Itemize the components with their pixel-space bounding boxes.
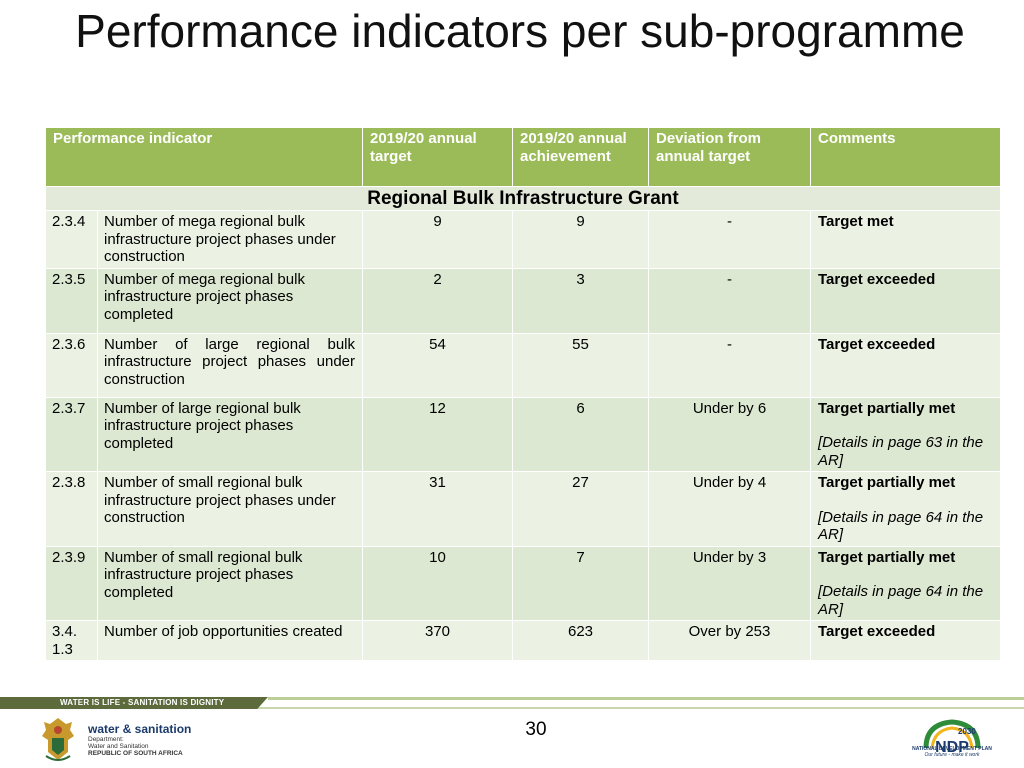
indicator-name: Number of large regional bulk infrastruc… — [97, 396, 363, 472]
department-name: water & sanitation — [88, 722, 192, 736]
comment: Target partially met — [818, 474, 956, 491]
annual-target: 54 — [362, 332, 513, 398]
annual-achievement: 6 — [512, 396, 649, 472]
comment-cell: Target exceeded — [810, 620, 1001, 661]
comment: Target partially met — [818, 548, 956, 566]
section-row: Regional Bulk Infrastructure Grant — [45, 186, 1001, 211]
page-number: 30 — [525, 719, 547, 740]
indicator-name: Number of small regional bulk infrastruc… — [97, 471, 363, 547]
deviation: - — [648, 267, 811, 334]
indicator-code: 2.3.9 — [45, 545, 98, 621]
annual-target: 2 — [362, 267, 513, 334]
performance-table: Performance indicator 2019/20 annual tar… — [45, 127, 1001, 661]
deviation: Under by 3 — [648, 545, 811, 621]
table-row: 2.3.8 Number of small regional bulk infr… — [45, 471, 1001, 547]
section-title: Regional Bulk Infrastructure Grant — [45, 186, 1001, 211]
table-row: 2.3.9 Number of small regional bulk infr… — [45, 545, 1001, 621]
table-row: 2.3.7 Number of large regional bulk infr… — [45, 396, 1001, 472]
footer-banner: WATER IS LIFE - SANITATION IS DIGNITY — [0, 697, 1024, 709]
comment-cell: Target partially met [Details in page 64… — [810, 471, 1001, 547]
ndp-logo-icon: 2030 NDP — [923, 719, 981, 756]
header-annual-achievement: 2019/20 annual achievement — [512, 127, 649, 187]
header-performance-indicator: Performance indicator — [45, 127, 363, 187]
deviation: - — [648, 210, 811, 269]
deviation: Over by 253 — [648, 620, 811, 661]
ndp-caption: NATIONAL DEVELOPMENT PLAN — [912, 746, 992, 752]
annual-achievement: 27 — [512, 471, 649, 547]
ndp-year: 2030 — [958, 727, 976, 736]
annual-target: 10 — [362, 545, 513, 621]
annual-target: 9 — [362, 210, 513, 269]
comment-cell: Target partially met [Details in page 64… — [810, 545, 1001, 621]
annual-achievement: 9 — [512, 210, 649, 269]
page-title: Performance indicators per sub-programme — [75, 5, 965, 57]
header-comments: Comments — [810, 127, 1001, 187]
footer-slogan-band — [0, 697, 268, 709]
indicator-name: Number of large regional bulk infrastruc… — [97, 332, 363, 398]
indicator-code: 3.4. 1.3 — [45, 620, 98, 661]
annual-achievement: 623 — [512, 620, 649, 661]
footer-divider — [268, 697, 1024, 700]
deviation: Under by 4 — [648, 471, 811, 547]
header-deviation: Deviation from annual target — [648, 127, 811, 187]
indicator-name: Number of mega regional bulk infrastruct… — [97, 267, 363, 334]
indicator-code: 2.3.4 — [45, 210, 98, 269]
indicator-name: Number of small regional bulk infrastruc… — [97, 545, 363, 621]
comment-detail: [Details in page 64 in the AR] — [818, 508, 984, 544]
comment: Target exceeded — [818, 270, 936, 288]
indicator-code: 2.3.7 — [45, 396, 98, 472]
department-line: Water and Sanitation — [88, 743, 149, 750]
annual-target: 31 — [362, 471, 513, 547]
comment-detail: [Details in page 64 in the AR] — [818, 583, 984, 618]
ndp-logo-text: NDP — [935, 739, 969, 756]
table-row: 2.3.5 Number of mega regional bulk infra… — [45, 267, 1001, 334]
department-line: REPUBLIC OF SOUTH AFRICA — [88, 750, 183, 757]
indicator-name: Number of job opportunities created — [97, 620, 363, 661]
footer-divider-lower — [0, 707, 1024, 709]
deviation: Under by 6 — [648, 396, 811, 472]
ndp-tagline: Our future - make it work — [924, 752, 980, 758]
table-header-row: Performance indicator 2019/20 annual tar… — [45, 127, 1001, 187]
table-row: 2.3.6 Number of large regional bulk infr… — [45, 332, 1001, 398]
annual-target: 370 — [362, 620, 513, 661]
coat-of-arms-icon — [42, 718, 74, 761]
comment: Target met — [818, 213, 894, 230]
comment: Target exceeded — [818, 623, 936, 640]
indicator-code: 2.3.8 — [45, 471, 98, 547]
indicator-name: Number of mega regional bulk infrastruct… — [97, 210, 363, 269]
annual-achievement: 55 — [512, 332, 649, 398]
department-line: Department: — [88, 736, 124, 743]
footer-slogan: WATER IS LIFE - SANITATION IS DIGNITY — [60, 698, 225, 707]
comment-cell: Target exceeded — [810, 332, 1001, 398]
comment-cell: Target exceeded — [810, 267, 1001, 334]
indicator-code: 2.3.5 — [45, 267, 98, 334]
comment: Target partially met — [818, 399, 956, 417]
department-logo: water & sanitation Department: Water and… — [88, 722, 191, 757]
annual-target: 12 — [362, 396, 513, 472]
comment: Target exceeded — [818, 335, 936, 353]
ndp-caption-block: NATIONAL DEVELOPMENT PLAN Our future - m… — [906, 746, 998, 758]
deviation: - — [648, 332, 811, 398]
comment-detail: [Details in page 63 in the AR] — [818, 434, 984, 469]
comment-cell: Target met — [810, 210, 1001, 269]
header-annual-target: 2019/20 annual target — [362, 127, 513, 187]
table-row: 3.4. 1.3 Number of job opportunities cre… — [45, 620, 1001, 661]
comment-cell: Target partially met [Details in page 63… — [810, 396, 1001, 472]
annual-achievement: 7 — [512, 545, 649, 621]
annual-achievement: 3 — [512, 267, 649, 334]
table-row: 2.3.4 Number of mega regional bulk infra… — [45, 210, 1001, 269]
indicator-code: 2.3.6 — [45, 332, 98, 398]
